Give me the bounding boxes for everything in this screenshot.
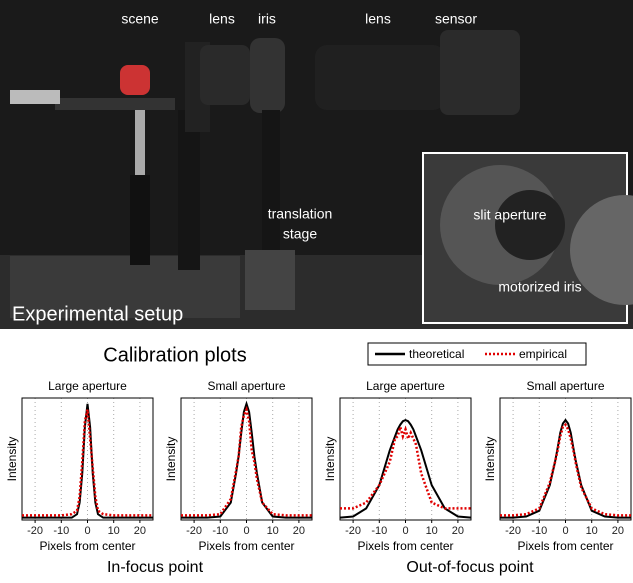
lens — [200, 45, 250, 105]
x-tick-label: 20 — [612, 525, 624, 537]
x-tick-label: -20 — [345, 525, 361, 537]
plots-title: Calibration plots — [103, 344, 246, 366]
x-tick-label: -20 — [27, 525, 43, 537]
inset-label: motorized iris — [498, 279, 581, 295]
photo-label: iris — [258, 11, 276, 27]
micrometer — [10, 90, 60, 104]
inset-aperture — [495, 190, 565, 260]
photo-label: lens — [209, 11, 235, 27]
stage — [245, 250, 295, 310]
x-tick-label: 0 — [562, 525, 568, 537]
legend-label: empirical — [519, 347, 567, 361]
series-line — [181, 404, 312, 518]
photo-caption: Experimental setup — [12, 303, 183, 325]
photo-label: scene — [121, 11, 159, 27]
chart-title: Large aperture — [48, 379, 127, 393]
y-axis-label: Intensity — [164, 437, 178, 482]
post-holder — [178, 110, 200, 270]
x-tick-label: -10 — [53, 525, 69, 537]
post-holder — [262, 110, 280, 270]
group-label: Out-of-focus point — [406, 559, 534, 576]
scene-object — [120, 65, 150, 95]
x-tick-label: -20 — [186, 525, 202, 537]
y-axis-label: Intensity — [323, 437, 337, 482]
figure: scene lens iris lens sensor translation … — [0, 0, 633, 578]
page: scene lens iris lens sensor translation … — [0, 0, 633, 578]
x-tick-label: -10 — [371, 525, 387, 537]
y-axis-label: Intensity — [5, 437, 19, 482]
x-axis-label: Pixels from center — [198, 539, 294, 553]
x-axis-label: Pixels from center — [357, 539, 453, 553]
x-tick-label: -10 — [212, 525, 228, 537]
x-tick-label: 0 — [84, 525, 90, 537]
camera-lens — [315, 45, 445, 110]
x-tick-label: 10 — [586, 525, 598, 537]
chart-title: Small aperture — [207, 379, 285, 393]
series-line — [340, 427, 471, 508]
camera — [440, 30, 520, 115]
photo-label: lens — [365, 11, 391, 27]
inset-label: slit aperture — [473, 207, 546, 223]
chart-title: Large aperture — [366, 379, 445, 393]
photo-label: stage — [283, 226, 317, 242]
x-tick-label: 20 — [452, 525, 464, 537]
chart-title: Small aperture — [526, 379, 604, 393]
post-holder — [130, 175, 150, 265]
x-tick-label: 0 — [402, 525, 408, 537]
x-tick-label: 10 — [426, 525, 438, 537]
legend-label: theoretical — [409, 347, 464, 361]
photo-label: translation — [268, 206, 333, 222]
iris — [250, 38, 285, 113]
photo-label: sensor — [435, 11, 477, 27]
x-tick-label: -10 — [531, 525, 547, 537]
x-tick-label: 20 — [293, 525, 305, 537]
plate — [55, 98, 175, 110]
x-tick-label: 10 — [108, 525, 120, 537]
group-label: In-focus point — [107, 559, 204, 576]
x-tick-label: 10 — [267, 525, 279, 537]
post — [135, 110, 145, 180]
x-axis-label: Pixels from center — [39, 539, 135, 553]
x-tick-label: 20 — [134, 525, 146, 537]
x-tick-label: 0 — [243, 525, 249, 537]
x-axis-label: Pixels from center — [517, 539, 613, 553]
x-tick-label: -20 — [505, 525, 521, 537]
y-axis-label: Intensity — [483, 437, 497, 482]
